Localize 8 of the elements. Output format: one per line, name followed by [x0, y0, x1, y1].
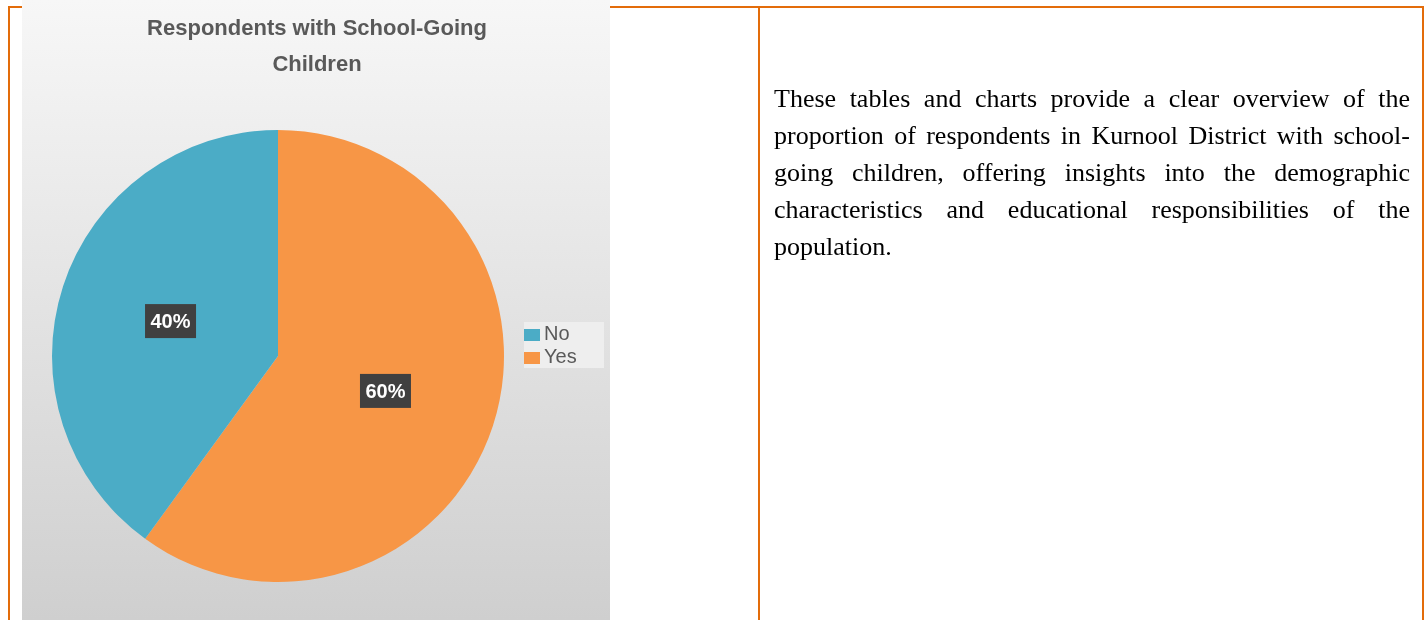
data-label: 60% [365, 379, 406, 402]
data-label: 40% [150, 310, 191, 333]
chart-title: Respondents with School-Going Children [146, 14, 488, 78]
legend-label: Yes [544, 345, 577, 367]
text: These tables and charts provide a clear overview of the proportion of respondents in Kurnool District with school-going children, offering insights into the demographic characteristics and educational responsibilities of the population. [774, 83, 1410, 263]
pie-slice [52, 130, 278, 539]
pie-slice [145, 130, 504, 582]
legend-label: No [544, 322, 570, 344]
